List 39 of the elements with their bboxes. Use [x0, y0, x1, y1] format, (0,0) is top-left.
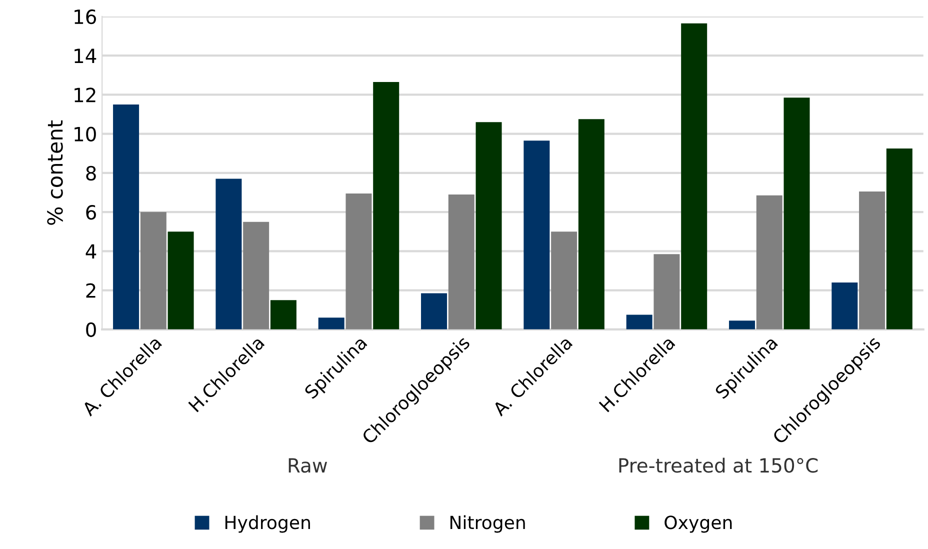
y-tick-label: 16: [74, 9, 96, 24]
bar: [168, 232, 194, 330]
bar: [421, 293, 448, 330]
y-tick-label: 0: [86, 322, 96, 338]
y-axis-title: % content: [47, 120, 63, 225]
bar: [728, 320, 755, 330]
bar: [373, 82, 400, 330]
bar: [551, 232, 578, 330]
bar: [756, 195, 782, 330]
bar: [140, 212, 166, 330]
bar: [113, 104, 140, 330]
bar: [626, 314, 652, 330]
y-tick-label: 6: [86, 205, 96, 220]
y-tick-label: 12: [74, 88, 96, 102]
bar: [654, 254, 680, 330]
bar: [216, 178, 242, 330]
text: Pre-treated at 150°C: [619, 458, 818, 473]
y-tick-label: 10: [74, 126, 96, 142]
bar: [318, 318, 344, 330]
text: Raw: [288, 458, 328, 473]
y-tick-label: 2: [86, 283, 96, 298]
bar: [476, 122, 502, 330]
bar: [681, 23, 708, 330]
bar: [784, 98, 810, 330]
bar: [578, 119, 604, 330]
bar: [243, 222, 270, 330]
bar: [524, 140, 550, 330]
bar: [270, 300, 296, 330]
bar: [886, 148, 912, 330]
legend-label: Oxygen: [664, 516, 732, 533]
legend-label: Nitrogen: [450, 515, 525, 533]
bar: [346, 193, 372, 330]
y-tick-label: 8: [86, 166, 96, 181]
bar: [832, 282, 858, 330]
y-tick-label: 14: [74, 48, 96, 63]
bar: [448, 194, 474, 330]
bar: [859, 192, 886, 330]
legend-label: Hydrogen: [225, 515, 310, 533]
y-tick-label: 4: [86, 244, 96, 259]
